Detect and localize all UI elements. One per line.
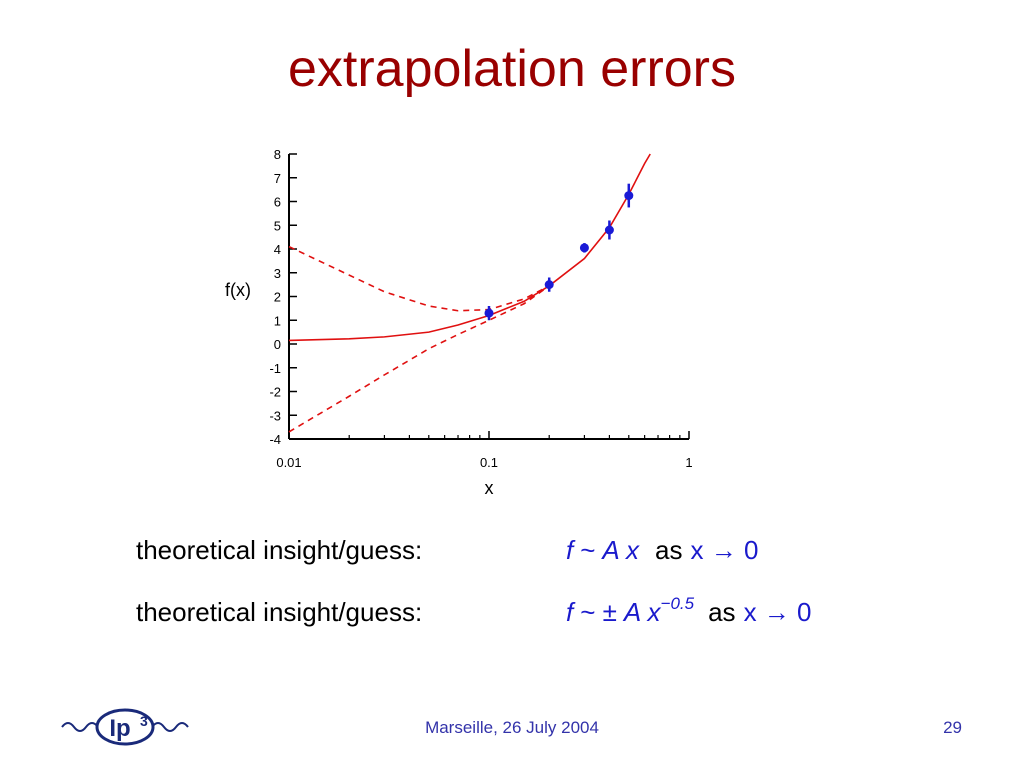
data-point xyxy=(544,280,554,290)
formula-f: f xyxy=(566,597,576,627)
logo-sup: 3 xyxy=(140,713,148,729)
y-tick-label: 6 xyxy=(274,195,281,210)
note-formula: f ~ A x as x → 0 xyxy=(566,535,758,565)
x-tick-label: 0.1 xyxy=(480,455,498,470)
data-point xyxy=(624,191,634,201)
logo-ring xyxy=(95,708,155,746)
logo-text: Ip xyxy=(109,715,130,742)
formula-tail: as xyxy=(708,597,735,627)
logo: Ip 3 xyxy=(61,708,189,746)
data-point xyxy=(604,225,614,235)
formula-term: A x xyxy=(600,535,640,565)
y-tick-label: 7 xyxy=(274,171,281,186)
y-tick-label: -1 xyxy=(269,361,281,376)
logo-wave xyxy=(151,722,189,732)
formula-rel: ~ xyxy=(580,535,595,565)
note-label: theoretical insight/guess: xyxy=(136,597,422,627)
x-tick-label: 0.01 xyxy=(276,455,301,470)
y-tick-label: -2 xyxy=(269,385,281,400)
y-tick-label: 3 xyxy=(274,266,281,281)
footer-text: Marseille, 26 July 2004 xyxy=(425,718,599,737)
x-axis-label: x xyxy=(485,478,494,498)
curve xyxy=(288,153,651,342)
y-tick-label: 8 xyxy=(274,147,281,162)
y-tick-label: 1 xyxy=(274,313,281,328)
formula-f: f xyxy=(566,535,576,565)
y-tick-label: 4 xyxy=(274,242,281,257)
x-tick-label: 1 xyxy=(685,455,692,470)
data-point xyxy=(579,243,589,253)
curve xyxy=(288,245,550,312)
y-tick-label: -3 xyxy=(269,408,281,423)
logo-wave xyxy=(61,722,99,732)
formula-limit: x → 0 xyxy=(691,535,759,565)
y-axis-label: f(x) xyxy=(225,280,251,300)
curve xyxy=(288,285,550,433)
y-tick-label: 5 xyxy=(274,218,281,233)
formula-exponent: −0.5 xyxy=(661,594,695,613)
note-label: theoretical insight/guess: xyxy=(136,535,422,565)
y-tick-label: -4 xyxy=(269,432,281,447)
page-number: 29 xyxy=(943,718,962,737)
formula-rel: ~ ± xyxy=(580,597,617,627)
y-tick-label: 2 xyxy=(274,290,281,305)
formula-limit: x → 0 xyxy=(744,597,812,627)
formula-tail: as xyxy=(655,535,682,565)
y-tick-label: 0 xyxy=(274,337,281,352)
formula-term: A x xyxy=(622,597,662,627)
note-formula: f ~ ± A x−0.5 as x → 0 xyxy=(566,594,811,627)
slide-title: extrapolation errors xyxy=(288,40,736,98)
data-point xyxy=(484,308,494,318)
